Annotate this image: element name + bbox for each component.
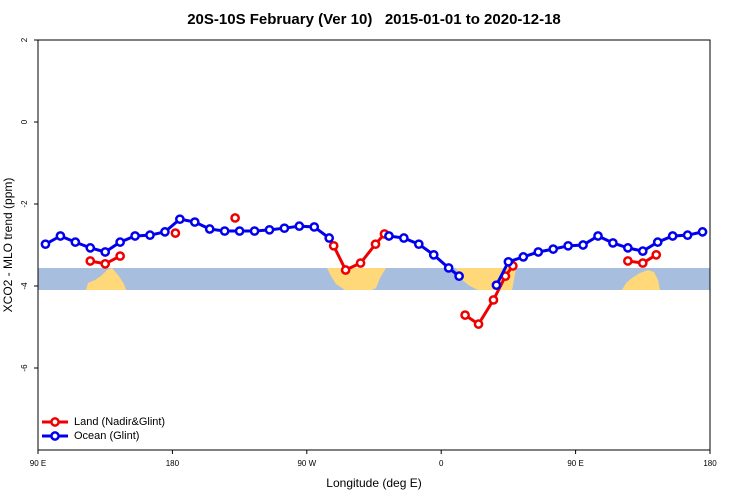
land-mask-band	[38, 268, 710, 290]
data-point	[488, 295, 499, 305]
x-axis-label: Longitude (deg E)	[326, 476, 421, 490]
data-point	[294, 221, 305, 231]
data-point	[491, 280, 502, 291]
data-point	[428, 249, 439, 260]
data-point	[637, 246, 648, 256]
data-point	[85, 256, 96, 266]
data-point	[309, 222, 320, 232]
y-tick-label: -2	[20, 200, 29, 208]
data-point	[384, 231, 394, 241]
data-point	[230, 213, 240, 223]
data-point	[100, 247, 111, 257]
legend-label: Ocean (Glint)	[74, 430, 139, 442]
y-axis-label: XCO2 - MLO trend (ppm)	[1, 178, 15, 313]
data-point	[370, 239, 381, 250]
x-tick-label: 180	[166, 459, 180, 468]
data-point	[460, 310, 470, 320]
data-point	[279, 223, 290, 234]
data-point	[667, 231, 678, 241]
data-point	[145, 230, 155, 241]
data-point	[623, 243, 633, 253]
data-point	[454, 271, 464, 282]
data-point	[682, 230, 693, 241]
land-area	[622, 270, 660, 290]
data-point	[518, 252, 529, 262]
data-point	[533, 247, 544, 257]
data-point	[593, 231, 603, 241]
x-tick-label: 90 E	[30, 459, 46, 468]
x-tick-label: 180	[703, 459, 717, 468]
data-point	[85, 243, 96, 253]
y-tick-label: 0	[20, 119, 29, 124]
land-area	[327, 268, 386, 290]
data-point	[115, 251, 125, 261]
data-point	[204, 224, 215, 234]
data-point	[443, 263, 454, 273]
data-point	[473, 319, 484, 329]
data-point	[563, 240, 573, 251]
data-point	[578, 240, 588, 250]
data-point	[70, 237, 81, 247]
data-point	[175, 214, 185, 225]
data-point	[548, 244, 559, 254]
data-point	[160, 227, 170, 237]
data-point	[55, 231, 66, 241]
data-point	[264, 224, 275, 235]
data-point	[219, 226, 230, 236]
legend-label: Land (Nadir&Glint)	[74, 416, 165, 428]
x-tick-label: 0	[439, 459, 444, 468]
land-area	[86, 268, 126, 290]
data-point	[503, 256, 514, 267]
data-point	[355, 258, 366, 268]
plot-frame	[37, 39, 711, 451]
chart-title: 20S-10S February (Ver 10) 2015-01-01 to …	[187, 11, 561, 28]
data-point	[328, 240, 339, 251]
data-point	[170, 228, 181, 238]
y-tick-label: 2	[20, 37, 29, 42]
data-point	[399, 233, 409, 243]
data-point	[652, 237, 663, 247]
data-point	[130, 231, 140, 241]
data-point	[100, 259, 111, 269]
data-point	[189, 217, 200, 227]
data-point	[608, 238, 618, 248]
data-point	[115, 237, 125, 247]
data-point	[637, 258, 648, 268]
x-tick-label: 90 E	[567, 459, 583, 468]
data-point	[697, 227, 708, 237]
y-tick-label: -6	[20, 364, 29, 372]
data-point	[413, 239, 424, 250]
data-point	[340, 265, 351, 275]
x-tick-label: 90 W	[297, 459, 316, 468]
data-point	[234, 226, 245, 236]
data-point	[324, 233, 335, 243]
legend-marker	[50, 431, 60, 441]
data-point	[249, 226, 260, 236]
y-tick-label: -4	[20, 282, 29, 290]
data-point	[651, 249, 662, 260]
data-point	[623, 256, 633, 266]
data-point	[40, 239, 51, 250]
legend-marker	[50, 417, 60, 427]
